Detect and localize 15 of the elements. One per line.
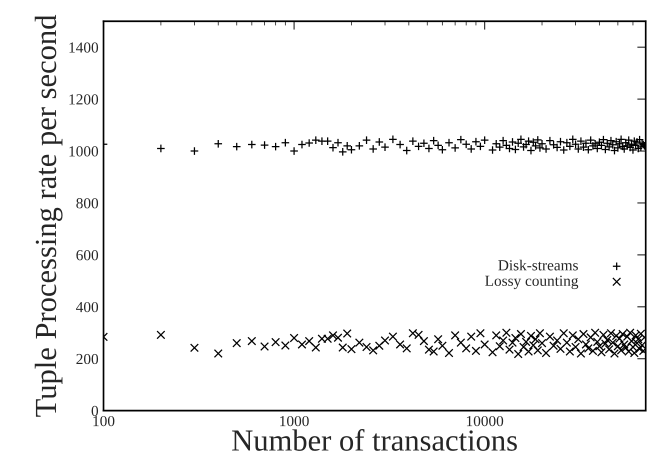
legend-label: Disk-streams: [498, 260, 578, 270]
x-tick-label: 10000: [466, 416, 504, 426]
y-tick-label: 800: [76, 198, 98, 208]
x-tick-label: 100: [93, 416, 114, 426]
y-tick-label: 0: [92, 406, 98, 416]
y-tick-label: 1400: [69, 42, 98, 53]
y-tick-label: 400: [76, 302, 98, 312]
y-tick-label: 1000: [69, 146, 98, 156]
y-tick-label: 1200: [69, 94, 98, 105]
y-tick-label: 200: [76, 354, 98, 364]
x-tick-label: 1000: [280, 416, 309, 426]
y-tick-label: 600: [76, 250, 98, 260]
x-axis-title: Number of transactions: [232, 429, 517, 451]
y-axis-title: Tuple Processing rate per second: [34, 14, 63, 417]
legend-label: Lossy counting: [485, 276, 578, 290]
